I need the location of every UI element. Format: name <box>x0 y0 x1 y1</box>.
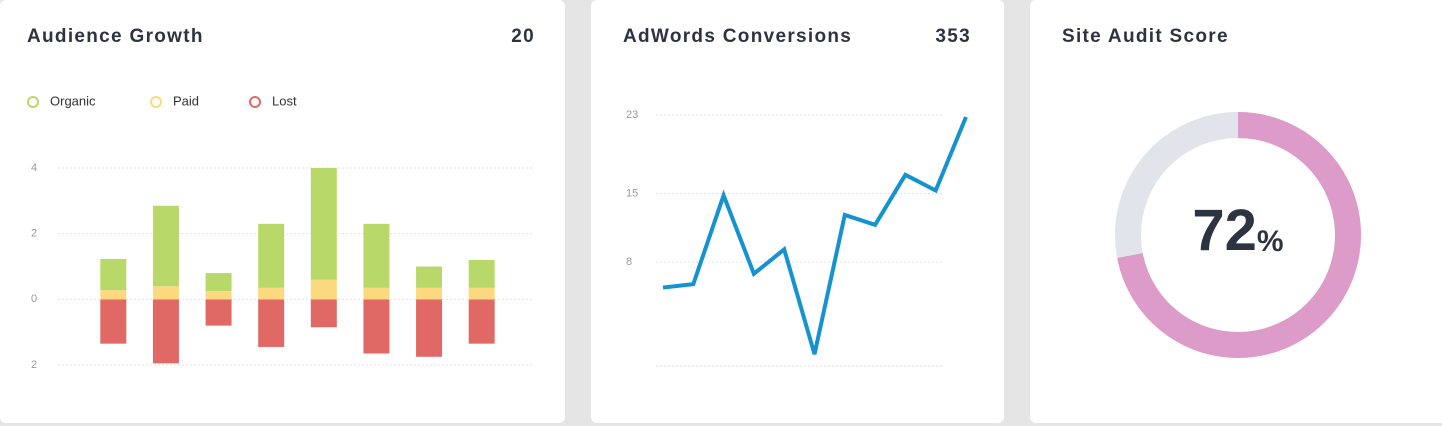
legend-marker <box>150 96 162 108</box>
card-title: Site Audit Score <box>1062 26 1229 47</box>
y-tick-label: 4 <box>31 162 37 174</box>
bar-segment <box>258 299 285 347</box>
bar-segment <box>416 299 443 357</box>
y-tick-label: 23 <box>626 109 638 121</box>
score: 72% <box>1192 198 1283 263</box>
legend-marker <box>27 96 39 108</box>
legend-label: Organic <box>50 93 96 108</box>
headline: 20 <box>511 26 535 47</box>
bar-segment <box>205 291 232 300</box>
y-tick-label: 0 <box>31 293 37 305</box>
card <box>1030 0 1442 423</box>
bar-segment <box>416 287 443 300</box>
y-tick-label: 2 <box>31 359 37 371</box>
card-title: AdWords Conversions <box>623 26 852 47</box>
y-tick-label: 8 <box>626 256 632 268</box>
bar-segment <box>310 299 337 328</box>
legend-label: Lost <box>272 93 297 108</box>
bar-segment <box>100 299 127 344</box>
bar-segment <box>416 266 443 288</box>
card <box>591 0 1004 423</box>
y-tick-label: 15 <box>626 187 638 199</box>
bar-segment <box>363 287 390 300</box>
legend-marker <box>249 96 261 108</box>
bar-segment <box>152 299 179 364</box>
headline: 353 <box>935 26 971 47</box>
bar-segment <box>205 273 232 292</box>
y-tick-label: 2 <box>31 228 37 240</box>
bar-segment <box>152 286 179 300</box>
bar-segment <box>205 299 232 326</box>
score-value: 72 <box>1192 198 1257 263</box>
bar-segment <box>363 299 390 354</box>
score-unit: % <box>1257 225 1284 258</box>
card <box>0 0 565 423</box>
bar-segment <box>310 279 337 300</box>
bar-segment <box>310 168 337 280</box>
legend-label: Paid <box>173 93 199 108</box>
bar-segment <box>468 259 495 288</box>
bar-segment <box>258 223 285 288</box>
card-title: Audience Growth <box>27 26 204 47</box>
bar-segment <box>258 287 285 300</box>
donut-arc <box>1117 112 1361 358</box>
bar-segment <box>100 258 127 291</box>
bar-segment <box>100 290 127 300</box>
bar-segment <box>152 205 179 287</box>
bar-segment <box>468 287 495 300</box>
bar-segment <box>363 223 390 288</box>
bar-segment <box>468 299 495 344</box>
line <box>662 116 968 355</box>
